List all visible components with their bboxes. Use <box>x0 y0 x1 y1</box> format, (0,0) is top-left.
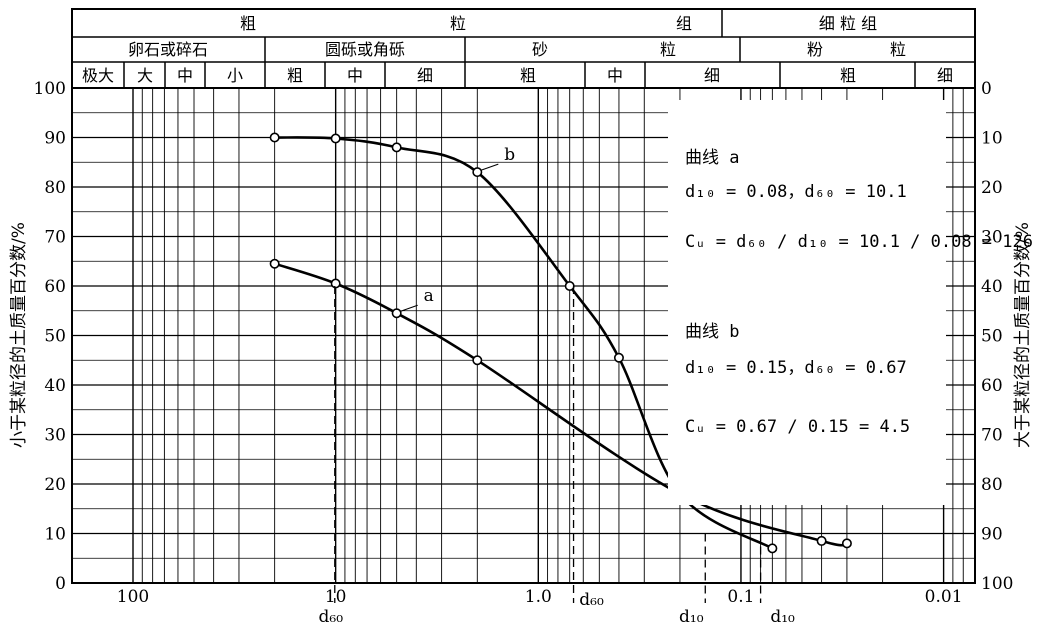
header-label: 细 粒 组 <box>819 14 877 33</box>
header-label: 粗 <box>520 66 536 85</box>
series-label-a: a <box>424 286 434 306</box>
y-left-tick-label: 0 <box>55 574 66 594</box>
soil-classification-header: 粗粒组细 粒 组卵石或碎石 圆砾或角砾砂粒粉粒极大大中小粗中细粗中细粗细 <box>71 8 976 89</box>
d10-label-b: d₁₀ <box>679 607 704 627</box>
y-left-tick-label: 40 <box>44 376 66 396</box>
y-left-tick-label: 50 <box>44 327 66 347</box>
y-left-tick-label: 60 <box>44 277 66 297</box>
y-left-tick-label: 10 <box>44 525 66 545</box>
series-label-b: b <box>504 145 515 165</box>
header-label: 细 <box>937 66 953 85</box>
chart-grid <box>71 87 976 584</box>
annotation-background <box>668 100 946 505</box>
annotation-box: 曲线 a d₁₀ = 0.08，d₆₀ = 10.1 Cᵤ = d₆₀ / d₁₀ … <box>668 100 1033 505</box>
curve-a-cu: Cᵤ = d₆₀ / d₁₀ = 10.1 / 0.08 = 126 <box>685 232 1033 252</box>
y-right-tick-label: 30 <box>981 228 1003 248</box>
series-point-b <box>472 167 483 178</box>
y-left-tick-label: 90 <box>44 129 66 149</box>
header-label: 细 <box>704 66 720 85</box>
header-label: 中 <box>177 66 193 85</box>
chart-axes: 0102030405060708090100100908070605040302… <box>9 79 1033 607</box>
plot-frame <box>71 87 976 584</box>
x-tick-label: 10 <box>325 587 347 607</box>
y-right-tick-label: 0 <box>981 79 992 99</box>
y-left-tick-label: 100 <box>34 79 66 99</box>
x-tick-label: 0.1 <box>727 587 754 607</box>
y-left-tick-label: 30 <box>44 426 66 446</box>
x-tick-label: 100 <box>117 587 149 607</box>
series-label-leader <box>400 304 418 312</box>
y-right-tick-label: 70 <box>981 426 1003 446</box>
series-point-a <box>841 538 852 549</box>
curve-b-d-values: d₁₀ = 0.15，d₆₀ = 0.67 <box>685 358 907 378</box>
series-point-a <box>269 258 280 269</box>
header-label: 小 <box>227 66 243 85</box>
y-left-tick-label: 80 <box>44 178 66 198</box>
header-label: 中 <box>607 66 623 85</box>
y-right-tick-label: 90 <box>981 525 1003 545</box>
header-label: 粒 <box>660 40 676 59</box>
header-label: 粗 <box>840 66 856 85</box>
y-right-tick-label: 100 <box>981 574 1013 594</box>
header-label: 组 <box>676 14 692 33</box>
series-line-a <box>274 262 848 547</box>
series-point-b <box>269 132 280 143</box>
x-tick-label: 1.0 <box>525 587 552 607</box>
d10-label-a: d₁₀ <box>770 607 795 627</box>
y-right-tick-label: 60 <box>981 376 1003 396</box>
header-label: 圆砾或角砾 <box>325 40 405 59</box>
header-label: 粗 <box>240 14 256 33</box>
y-right-tick-label: 10 <box>981 129 1003 149</box>
y-left-axis-title: 小于某粒径的土质量百分数/% <box>9 222 29 448</box>
series-point-b <box>613 352 624 363</box>
series-point-a <box>330 278 341 289</box>
curve-a-d-values: d₁₀ = 0.08，d₆₀ = 10.1 <box>685 182 907 202</box>
y-left-tick-label: 70 <box>44 228 66 248</box>
y-right-tick-label: 40 <box>981 277 1003 297</box>
curve-b-title: 曲线 b <box>685 322 739 342</box>
series-point-a <box>816 535 827 546</box>
header-label: 卵石或碎石 <box>128 40 208 59</box>
series-point-a <box>472 355 483 366</box>
series-point-b <box>330 133 341 144</box>
series-point-b <box>767 543 778 554</box>
d60-label-a: d₆₀ <box>319 607 344 627</box>
header-label: 细 <box>417 66 433 85</box>
header-label: 粗 <box>287 66 303 85</box>
y-right-tick-label: 20 <box>981 178 1003 198</box>
x-tick-label: 0.01 <box>925 587 963 607</box>
y-right-tick-label: 80 <box>981 475 1003 495</box>
curve-a-title: 曲线 a <box>685 148 739 168</box>
curve-b-cu: Cᵤ = 0.67 / 0.15 = 4.5 <box>685 417 910 437</box>
header-label: 粉 <box>807 40 823 59</box>
y-left-tick-label: 20 <box>44 475 66 495</box>
series-label-leader <box>481 163 499 171</box>
series-point-b <box>391 142 402 153</box>
d60-label-b: d₆₀ <box>579 590 604 610</box>
series-point-a <box>391 308 402 319</box>
y-right-axis-title: 大于某粒径的土质量百分数/% <box>1013 222 1033 448</box>
header-label: 砂 <box>532 40 548 59</box>
header-label: 中 <box>347 66 363 85</box>
series-point-b <box>564 280 575 291</box>
y-right-tick-label: 50 <box>981 327 1003 347</box>
header-label: 极大 <box>82 66 114 85</box>
header-label: 大 <box>137 66 153 85</box>
header-label: 粒 <box>450 14 466 33</box>
header-label: 粒 <box>890 40 906 59</box>
